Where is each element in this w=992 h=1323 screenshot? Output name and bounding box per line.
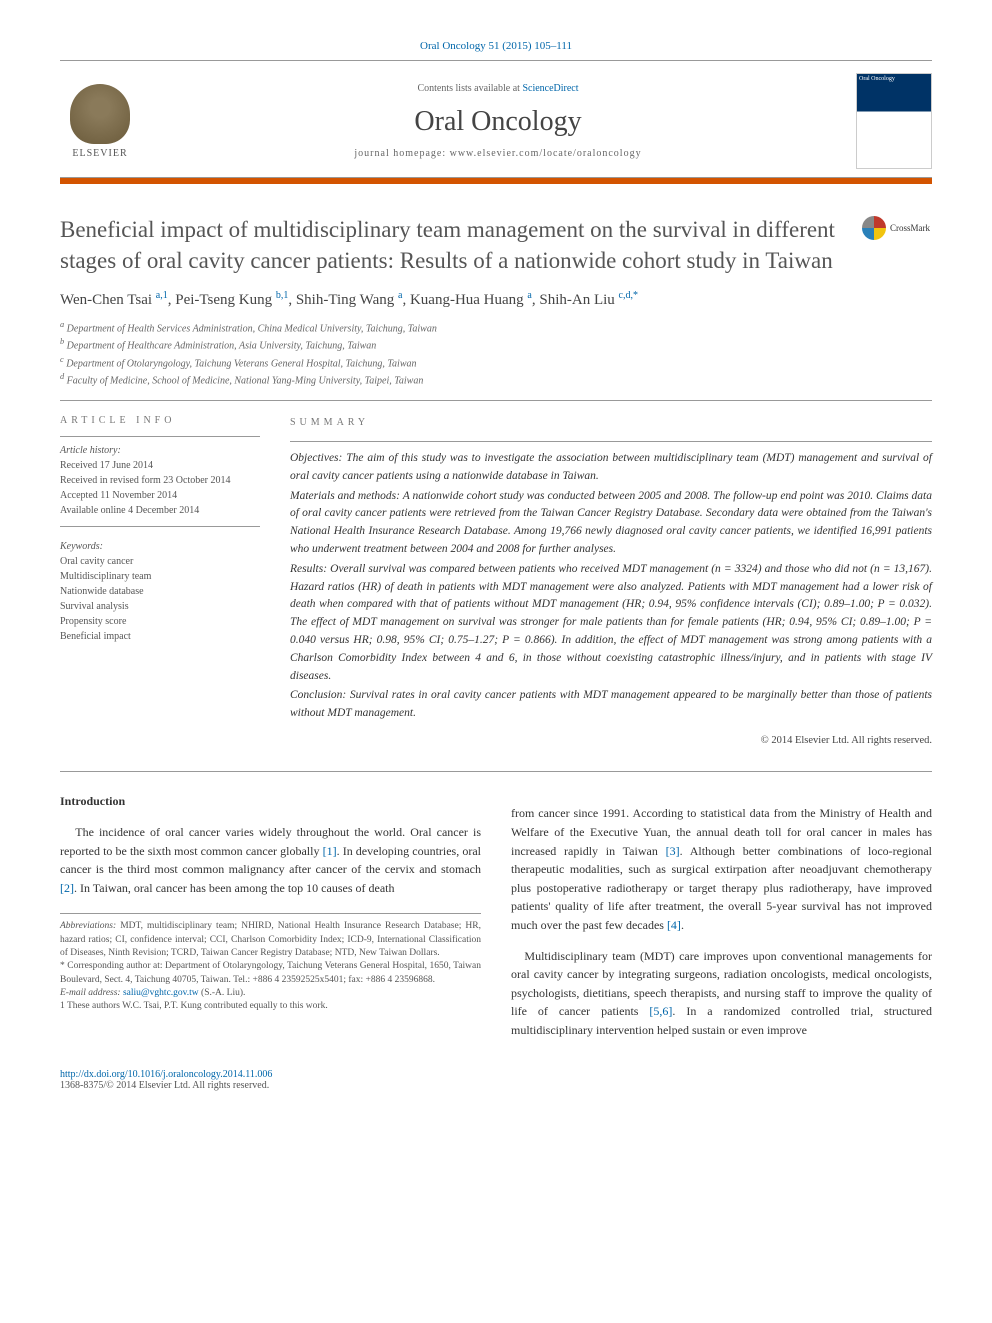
body-column-right: from cancer since 1991. According to sta… — [511, 792, 932, 1051]
crossmark-icon — [862, 216, 886, 240]
citation-header: Oral Oncology 51 (2015) 105–111 — [60, 40, 932, 52]
contents-prefix: Contents lists available at — [417, 83, 522, 94]
body-column-left: Introduction The incidence of oral cance… — [60, 792, 481, 1051]
divider — [60, 400, 932, 401]
orange-accent-bar — [60, 178, 932, 184]
journal-name: Oral Oncology — [140, 106, 856, 138]
divider — [290, 441, 932, 442]
summary-objectives: Objectives: The aim of this study was to… — [290, 450, 932, 486]
sciencedirect-link[interactable]: ScienceDirect — [522, 83, 578, 94]
email-footnote: E-mail address: saliu@vghtc.gov.tw (S.-A… — [60, 987, 481, 1000]
copyright-line: © 2014 Elsevier Ltd. All rights reserved… — [290, 733, 932, 749]
ref-link-4[interactable]: [4] — [667, 918, 681, 932]
intro-paragraph-3: Multidisciplinary team (MDT) care improv… — [511, 947, 932, 1040]
ref-link-56[interactable]: [5,6] — [649, 1004, 672, 1018]
email-link[interactable]: saliu@vghtc.gov.tw — [123, 988, 199, 998]
ref-link-3[interactable]: [3] — [666, 844, 680, 858]
article-title: Beneficial impact of multidisciplinary t… — [60, 214, 852, 276]
article-info-label: ARTICLE INFO — [60, 415, 260, 426]
elsevier-tree-icon — [70, 84, 130, 144]
summary-conclusion: Conclusion: Survival rates in oral cavit… — [290, 687, 932, 723]
affiliations: a Department of Health Services Administ… — [60, 319, 932, 388]
divider — [60, 526, 260, 527]
homepage-line: journal homepage: www.elsevier.com/locat… — [140, 148, 856, 159]
crossmark-badge[interactable]: CrossMark — [862, 216, 932, 240]
article-history: Received 17 June 2014Received in revised… — [60, 458, 260, 518]
article-info-column: ARTICLE INFO Article history: Received 1… — [60, 415, 260, 749]
corresponding-author-footnote: * Corresponding author at: Department of… — [60, 960, 481, 987]
summary-label: SUMMARY — [290, 415, 932, 431]
doi-link[interactable]: http://dx.doi.org/10.1016/j.oraloncology… — [60, 1069, 932, 1080]
footnotes-block: Abbreviations: MDT, multidisciplinary te… — [60, 913, 481, 1013]
homepage-url[interactable]: www.elsevier.com/locate/oraloncology — [450, 148, 642, 159]
author-list: Wen-Chen Tsai a,1, Pei-Tseng Kung b,1, S… — [60, 290, 932, 309]
summary-results: Results: Overall survival was compared b… — [290, 561, 932, 686]
contents-line: Contents lists available at ScienceDirec… — [140, 83, 856, 94]
divider — [60, 436, 260, 437]
intro-paragraph-1: The incidence of oral cancer varies wide… — [60, 823, 481, 897]
summary-column: SUMMARY Objectives: The aim of this stud… — [290, 415, 932, 749]
ref-link-1[interactable]: [1] — [323, 844, 337, 858]
summary-methods: Materials and methods: A nationwide coho… — [290, 488, 932, 559]
keywords-list: Oral cavity cancerMultidisciplinary team… — [60, 554, 260, 644]
keywords-head: Keywords: — [60, 541, 260, 552]
issn-copyright: 1368-8375/© 2014 Elsevier Ltd. All right… — [60, 1080, 932, 1091]
equal-contrib-footnote: 1 These authors W.C. Tsai, P.T. Kung con… — [60, 1000, 481, 1013]
crossmark-label: CrossMark — [890, 223, 930, 233]
journal-header-band: ELSEVIER Contents lists available at Sci… — [60, 65, 932, 178]
introduction-heading: Introduction — [60, 792, 481, 811]
intro-paragraph-2: from cancer since 1991. According to sta… — [511, 804, 932, 934]
abbreviations-footnote: Abbreviations: MDT, multidisciplinary te… — [60, 920, 481, 960]
ref-link-2[interactable]: [2] — [60, 881, 74, 895]
divider — [60, 60, 932, 61]
elsevier-logo: ELSEVIER — [60, 76, 140, 166]
homepage-prefix: journal homepage: — [354, 148, 449, 159]
divider — [60, 771, 932, 772]
publisher-name: ELSEVIER — [72, 148, 127, 159]
history-head: Article history: — [60, 445, 260, 456]
journal-cover-thumb: Oral Oncology — [856, 73, 932, 169]
